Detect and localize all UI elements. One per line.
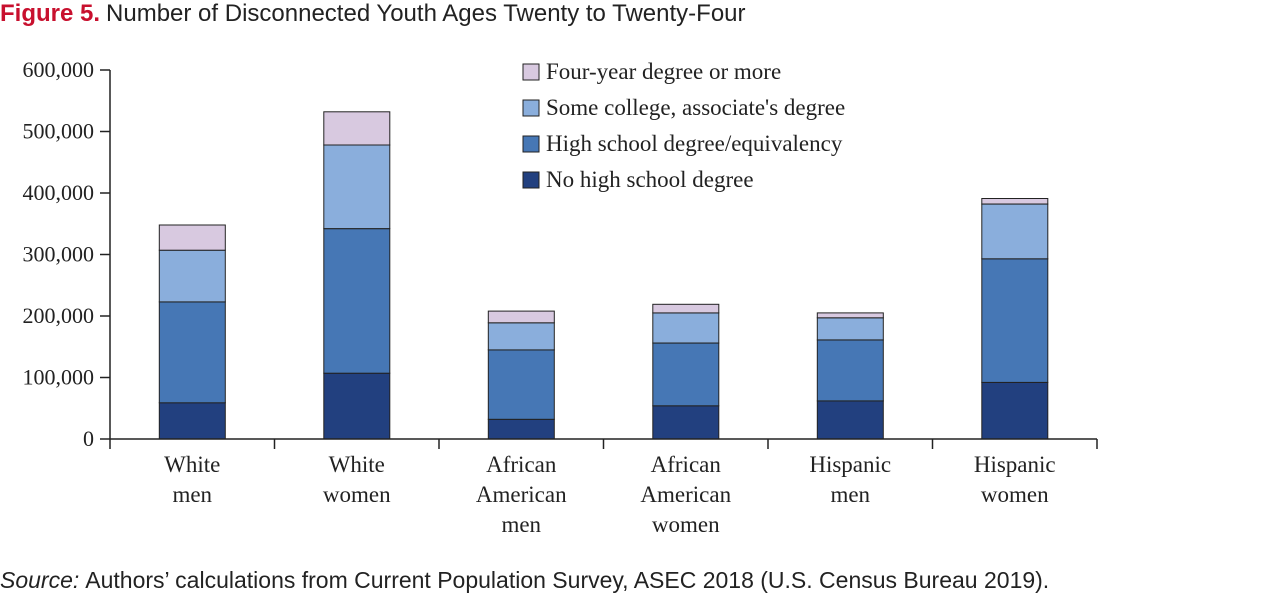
legend-label-high-school: High school degree/equivalency xyxy=(546,131,843,156)
bar-segment-some-college-4 xyxy=(652,312,720,344)
legend-swatch-four-year xyxy=(522,63,540,81)
source-note: Source: Authors’ calculations from Curren… xyxy=(0,566,1049,594)
figure-number: Figure 5. xyxy=(0,0,101,27)
bar-segment-no-high-school-1 xyxy=(158,402,226,440)
bar-segment-four-year-5 xyxy=(816,312,884,319)
y-tick-label: 500,000 xyxy=(23,119,95,144)
bar-segment-high-school-2 xyxy=(323,228,391,374)
bar-segment-some-college-5 xyxy=(816,317,884,341)
y-tick-label: 100,000 xyxy=(23,365,95,390)
legend-label-no-high-school: No high school degree xyxy=(546,167,754,192)
x-category-label: Hispanic men xyxy=(809,452,891,507)
bar-segment-four-year-3 xyxy=(487,310,555,324)
y-tick-label: 200,000 xyxy=(23,303,95,328)
legend-label-four-year: Four-year degree or more xyxy=(546,59,781,84)
bar-segment-some-college-2 xyxy=(323,144,391,230)
legend-swatch-no-high-school xyxy=(522,171,540,189)
y-tick-label: 600,000 xyxy=(23,57,95,82)
legend-label-some-college: Some college, associate's degree xyxy=(546,95,845,120)
source-text: Authors’ calculations from Current Popul… xyxy=(85,567,1050,593)
bar-segment-no-high-school-6 xyxy=(981,381,1049,440)
bar-segment-no-high-school-3 xyxy=(487,418,555,440)
x-category-label: African American men xyxy=(476,452,567,537)
bar-segment-no-high-school-5 xyxy=(816,400,884,440)
bar-segment-high-school-1 xyxy=(158,301,226,404)
bar-segment-high-school-4 xyxy=(652,342,720,407)
chart-title: Figure 5. Number of Disconnected Youth Ag… xyxy=(0,0,746,28)
y-tick-label: 0 xyxy=(83,426,94,451)
stacked-bar-chart: 0 100,000 200,000 300,000 400,000 500,000 600,… xyxy=(23,57,1098,537)
bars-layer xyxy=(158,111,1049,440)
legend-swatch-some-college xyxy=(522,99,540,117)
bar-segment-four-year-2 xyxy=(323,111,391,146)
bar-segment-four-year-6 xyxy=(981,198,1049,205)
bar-segment-four-year-1 xyxy=(158,224,226,251)
x-category-label: White women xyxy=(323,452,391,507)
source-lead: Source: xyxy=(0,567,80,593)
bar-segment-no-high-school-4 xyxy=(652,405,720,440)
x-category-label: Hispanic women xyxy=(974,452,1056,507)
bar-segment-some-college-1 xyxy=(158,249,226,303)
y-tick-label: 300,000 xyxy=(23,242,95,267)
bar-segment-four-year-4 xyxy=(652,303,720,314)
legend-swatch-high-school xyxy=(522,135,540,153)
bar-segment-some-college-6 xyxy=(981,203,1049,260)
bar-segment-high-school-5 xyxy=(816,339,884,402)
bar-segment-high-school-6 xyxy=(981,258,1049,383)
x-category-label: White men xyxy=(164,452,220,507)
bar-segment-high-school-3 xyxy=(487,349,555,420)
legend: Four-year degree or more Some college, as… xyxy=(522,59,845,192)
bar-segment-no-high-school-2 xyxy=(323,372,391,440)
y-tick-label: 400,000 xyxy=(23,180,95,205)
bar-segment-some-college-3 xyxy=(487,322,555,351)
axes-layer: 0 100,000 200,000 300,000 400,000 500,000 600,… xyxy=(23,57,1098,537)
x-category-label: African American women xyxy=(640,452,731,537)
figure-title-text: Number of Disconnected Youth Ages Twenty… xyxy=(106,0,746,27)
